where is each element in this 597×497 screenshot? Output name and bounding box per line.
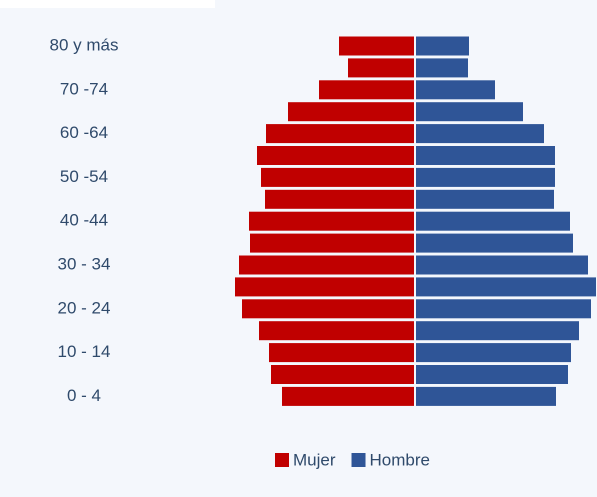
bar	[416, 189, 554, 209]
bar	[416, 167, 555, 187]
bar	[265, 189, 414, 209]
bar	[288, 102, 414, 122]
y-tick-label: 50 -54	[60, 167, 108, 186]
bar	[249, 211, 414, 231]
bar	[416, 80, 495, 100]
bar	[269, 343, 414, 363]
bar	[339, 36, 414, 56]
y-tick-label: 10 - 14	[58, 342, 111, 361]
header-strip	[0, 0, 215, 8]
bar	[266, 124, 414, 144]
bar	[239, 255, 414, 275]
bar	[416, 58, 468, 78]
bar	[348, 58, 414, 78]
bar	[416, 233, 573, 253]
bar	[416, 299, 591, 319]
legend-label: Mujer	[293, 450, 336, 469]
y-tick-label: 60 -64	[60, 123, 108, 142]
legend-swatch	[275, 453, 289, 467]
y-tick-label: 20 - 24	[58, 298, 111, 317]
bar	[271, 365, 414, 384]
y-tick-label: 30 - 34	[58, 254, 111, 273]
bar	[416, 255, 588, 275]
bar	[416, 102, 523, 122]
bar	[416, 386, 556, 406]
bar	[259, 321, 414, 341]
y-tick-label: 40 -44	[60, 211, 108, 230]
y-tick-label: 80 y más	[50, 35, 119, 54]
bar	[261, 167, 414, 187]
bar	[235, 277, 414, 297]
bar	[282, 386, 414, 406]
legend-swatch	[351, 453, 366, 467]
bar	[416, 343, 571, 363]
bar	[416, 365, 568, 384]
y-tick-label: 0 - 4	[67, 386, 101, 405]
bar	[319, 80, 414, 100]
bar	[257, 146, 414, 165]
bar	[250, 233, 414, 253]
legend-label: Hombre	[370, 450, 430, 469]
bar	[416, 124, 544, 144]
bar	[416, 277, 596, 297]
bar	[416, 321, 579, 341]
bar	[242, 299, 414, 319]
bar	[416, 211, 570, 231]
bar	[416, 36, 469, 56]
y-tick-label: 70 -74	[60, 79, 108, 98]
bar	[416, 146, 555, 165]
